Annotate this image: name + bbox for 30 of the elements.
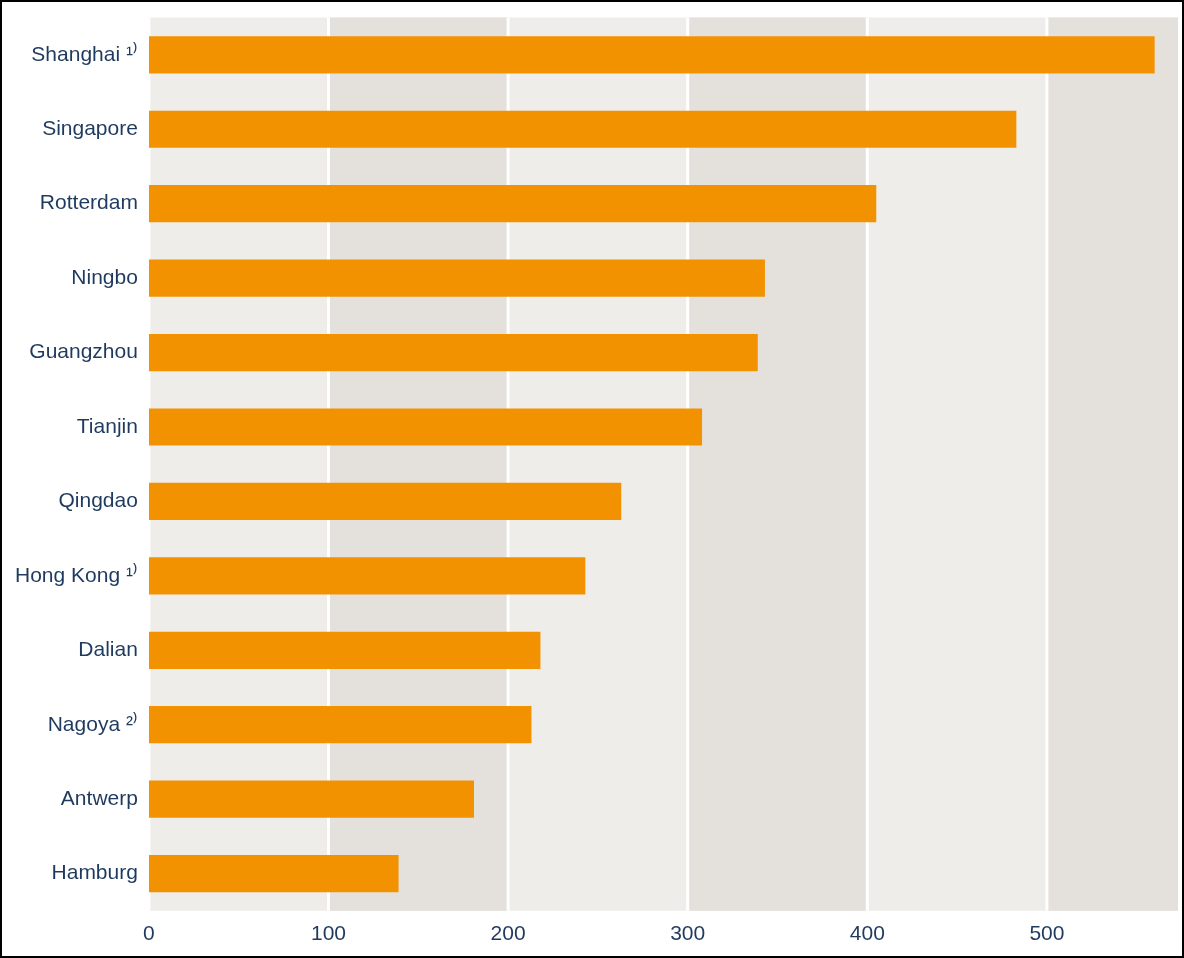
bar [148, 259, 765, 297]
bar [148, 557, 586, 595]
bar [148, 36, 1155, 74]
bar [148, 482, 622, 521]
y-tick-label: Hong Kong ¹⁾ [14, 561, 138, 586]
y-tick-label: Rotterdam [39, 190, 138, 214]
x-tick-label: 100 [310, 921, 347, 945]
bar [148, 110, 1017, 148]
bar [148, 854, 399, 893]
x-tick-label: 0 [143, 921, 155, 945]
y-tick-label: Hamburg [51, 860, 138, 884]
bar [148, 631, 541, 669]
y-tick-label: Tianjin [76, 413, 138, 437]
y-tick-label: Antwerp [60, 785, 138, 809]
y-tick-label: Guangzhou [29, 339, 138, 363]
y-tick-label: Singapore [42, 116, 138, 140]
y-tick-label: Nagoya ²⁾ [47, 710, 138, 735]
bar [148, 333, 758, 372]
x-tick-label: 400 [849, 921, 885, 945]
bar [148, 706, 532, 744]
y-tick-label: Shanghai ¹⁾ [31, 40, 138, 65]
bar [148, 780, 474, 818]
y-tick-label: Qingdao [58, 488, 138, 512]
y-tick-label: Ningbo [71, 264, 138, 288]
bar [148, 185, 877, 223]
y-tick-label: Dalian [78, 637, 138, 661]
x-tick-label: 500 [1029, 921, 1065, 945]
x-tick-label: 200 [490, 921, 526, 945]
bar [148, 408, 703, 446]
x-tick-label: 300 [670, 921, 706, 945]
